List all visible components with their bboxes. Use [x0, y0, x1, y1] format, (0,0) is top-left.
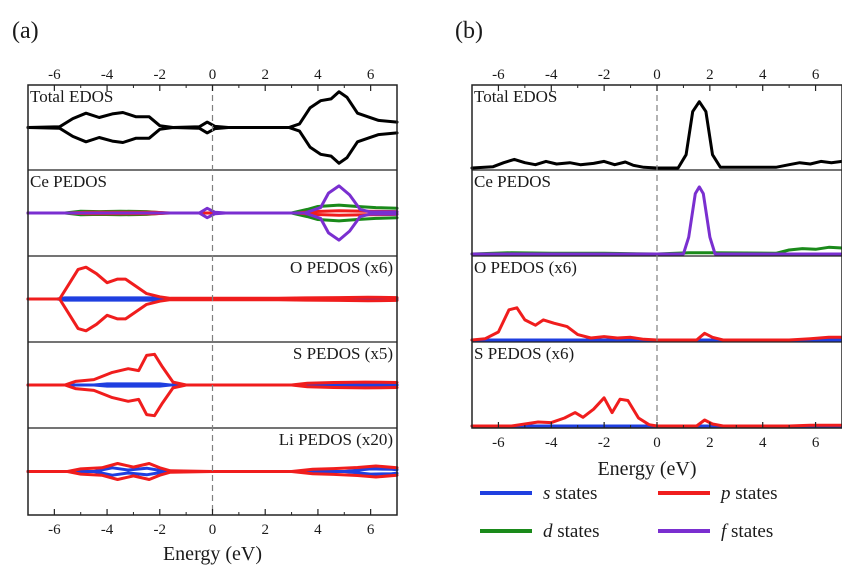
legend-item-d: d states — [480, 521, 599, 542]
x-tick-label: 2 — [261, 522, 269, 538]
subpanel-title: Li PEDOS (x20) — [279, 430, 393, 449]
legend: s states p states d states f states — [480, 483, 777, 542]
subpanel: Li PEDOS (x20) — [26, 430, 399, 481]
series-p-spin-down-line — [26, 470, 399, 481]
legend-item-p: p states — [658, 483, 777, 504]
legend-label-s: s states — [543, 483, 597, 504]
series-f-line — [26, 184, 399, 215]
legend-item-s: s states — [480, 483, 597, 504]
x-tick-label-top: 2 — [706, 67, 714, 83]
series-p-line — [470, 306, 842, 342]
panel-label: (a) — [12, 18, 39, 44]
legend-label-f: f states — [721, 521, 773, 542]
x-tick-label-top: 4 — [759, 67, 767, 83]
x-axis-label: Energy (eV) — [597, 458, 696, 480]
x-tick-label-top: -6 — [492, 67, 505, 83]
series-p-line — [26, 462, 399, 473]
x-tick-label-top: 2 — [261, 67, 269, 83]
panel-a: (a) Total EDOS Ce PEDOS O PEDOS (x6) S PEDOS… — [12, 18, 399, 565]
series-p-line — [470, 396, 842, 428]
panel-b: (b) Total EDOS Ce PEDOS O PEDOS (x6) S PEDOS… — [455, 18, 842, 480]
x-tick-label: 6 — [367, 522, 375, 538]
subpanel-title: Total EDOS — [474, 87, 557, 106]
series-p-line — [26, 352, 399, 387]
x-tick-label: -4 — [545, 435, 558, 451]
series-f-line — [470, 185, 842, 256]
series-s-spin-down-line — [26, 470, 399, 477]
x-tick-label: 0 — [653, 435, 661, 451]
subpanel-title: O PEDOS (x6) — [474, 258, 577, 277]
series-total-line — [26, 90, 399, 129]
x-tick-label: -6 — [48, 522, 61, 538]
series-p-line — [26, 265, 399, 301]
subpanel-title: S PEDOS (x5) — [293, 344, 393, 363]
x-tick-label-top: 6 — [367, 67, 375, 83]
x-tick-label-top: -2 — [154, 67, 167, 83]
series-p-spin-down-line — [26, 297, 399, 333]
subpanel: Ce PEDOS — [26, 172, 399, 257]
x-tick-label: 6 — [812, 435, 820, 451]
subpanel-title: Ce PEDOS — [30, 172, 107, 191]
x-tick-label: 4 — [759, 435, 767, 451]
x-tick-label-top: 4 — [314, 67, 322, 83]
legend-label-d: d states — [543, 521, 599, 542]
x-tick-label-top: 6 — [812, 67, 820, 83]
x-tick-label-top: -4 — [545, 67, 558, 83]
x-tick-label-top: -6 — [48, 67, 61, 83]
subpanel: O PEDOS (x6) — [26, 258, 399, 343]
x-tick-label-top: 0 — [653, 67, 661, 83]
x-tick-label: 4 — [314, 522, 322, 538]
series-f-spin-down-line — [26, 211, 399, 242]
x-tick-label-top: 0 — [209, 67, 217, 83]
x-tick-label: -2 — [154, 522, 167, 538]
subpanel: Ce PEDOS — [470, 172, 842, 257]
x-tick-label: -6 — [492, 435, 505, 451]
series-s-line — [26, 466, 399, 473]
x-tick-label: 2 — [706, 435, 714, 451]
legend-item-f: f states — [658, 521, 773, 542]
series-p-spin-down-line — [26, 383, 399, 418]
series-total-line — [470, 100, 842, 170]
x-tick-label-top: -4 — [101, 67, 114, 83]
subpanel-title: Total EDOS — [30, 87, 113, 106]
panel-label: (b) — [455, 18, 483, 44]
legend-label-p: p states — [719, 483, 777, 504]
x-tick-label: 0 — [209, 522, 217, 538]
subpanel-title: O PEDOS (x6) — [290, 258, 393, 277]
x-tick-label-top: -2 — [598, 67, 611, 83]
x-tick-label: -2 — [598, 435, 611, 451]
subpanel-title: S PEDOS (x6) — [474, 344, 574, 363]
x-tick-label: -4 — [101, 522, 114, 538]
subpanel-title: Ce PEDOS — [474, 172, 551, 191]
subpanel: Total EDOS — [470, 87, 842, 171]
x-axis-label: Energy (eV) — [163, 543, 262, 565]
series-total-spin-down-line — [26, 126, 399, 165]
